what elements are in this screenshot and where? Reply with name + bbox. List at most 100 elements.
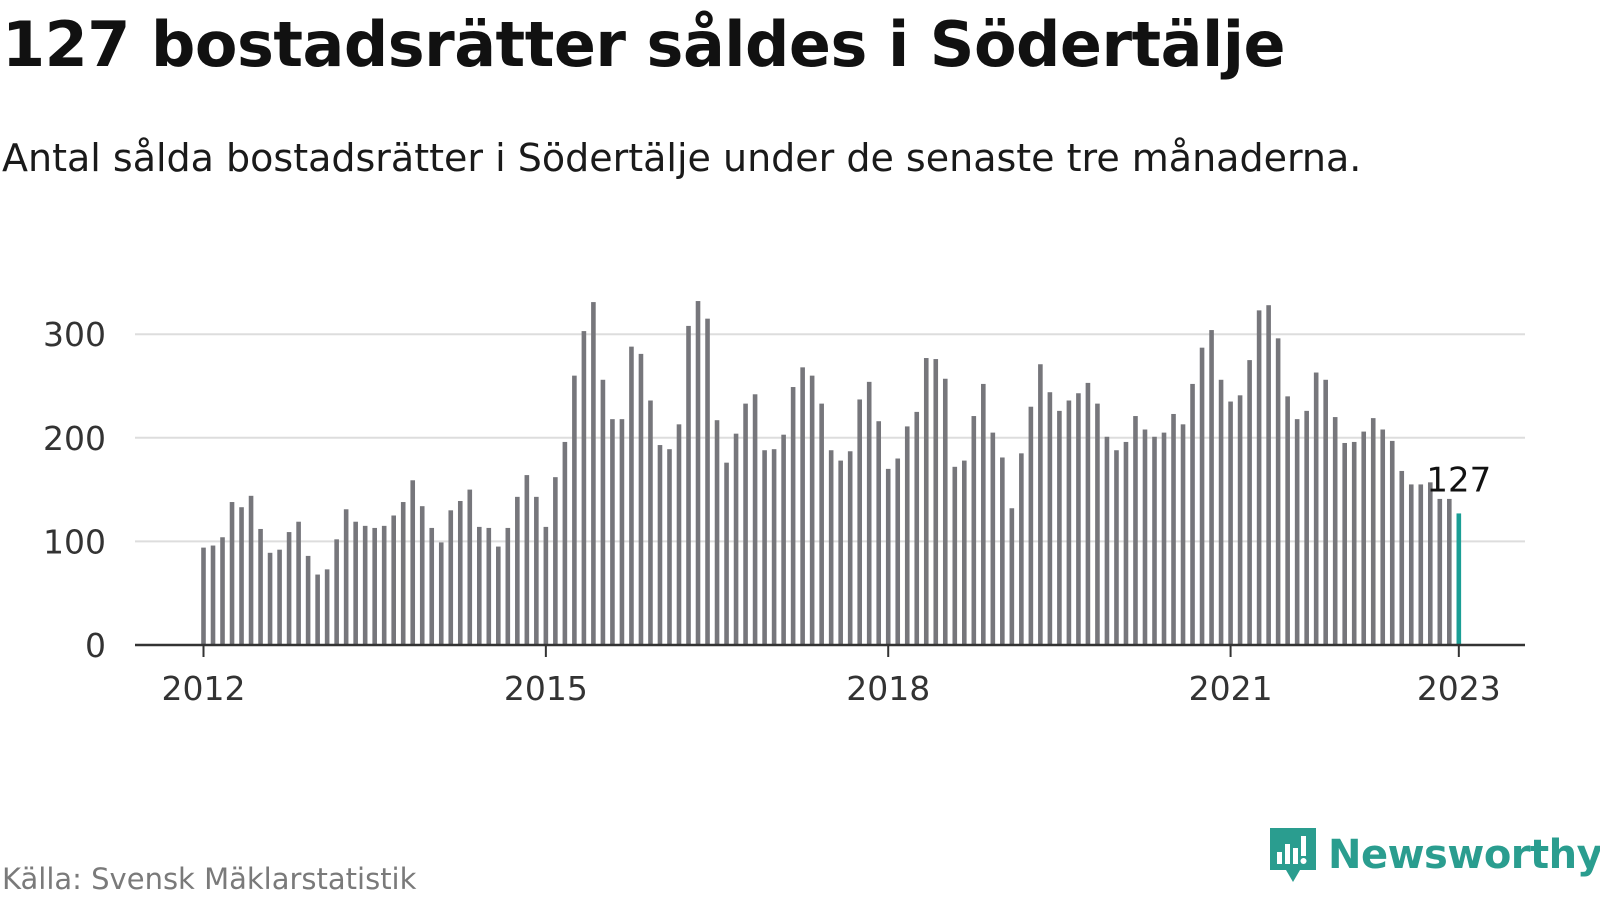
- bar: [743, 403, 748, 645]
- bar: [562, 441, 568, 645]
- x-tick-label: 2021: [1189, 669, 1273, 708]
- bar: [1028, 406, 1034, 645]
- x-tick-label: 2015: [504, 669, 588, 708]
- y-tick-label: 300: [43, 315, 106, 354]
- x-tick-label: 2012: [162, 669, 246, 708]
- bar: [733, 433, 739, 645]
- bar: [657, 445, 663, 645]
- bar: [1123, 441, 1129, 645]
- bar: [362, 525, 368, 645]
- bar-chart: 0 100 200 300 127 2012 2015 2018 2021 2023: [43, 301, 1525, 708]
- bar: [1190, 383, 1195, 645]
- bar: [1228, 401, 1233, 645]
- bar: [258, 528, 263, 645]
- bar: [201, 547, 206, 645]
- bar: [1057, 410, 1062, 645]
- bar: [1361, 431, 1367, 645]
- bar: [1104, 436, 1110, 645]
- bar: [838, 460, 843, 645]
- bar: [410, 480, 416, 645]
- bar: [638, 353, 644, 645]
- bar: [876, 421, 882, 645]
- bar: [724, 462, 729, 645]
- bar: [1209, 330, 1214, 645]
- bar: [1152, 436, 1157, 645]
- bar: [1047, 392, 1053, 645]
- bar: [381, 525, 387, 645]
- bar: [1038, 364, 1043, 645]
- bar: [315, 574, 320, 645]
- bar: [857, 399, 862, 645]
- bar: [1161, 432, 1167, 645]
- bar: [952, 466, 958, 645]
- bar: [923, 358, 929, 645]
- newsworthy-logo-icon: [1270, 828, 1316, 882]
- bar: [819, 403, 824, 645]
- bar: [534, 496, 539, 645]
- bar: [1418, 484, 1424, 645]
- bar: [1399, 470, 1405, 645]
- bar: [648, 400, 653, 645]
- bar: [553, 477, 558, 645]
- bar: [781, 434, 786, 645]
- bar: [610, 419, 615, 645]
- bar: [771, 449, 777, 645]
- bar: [885, 468, 891, 645]
- bar: [343, 509, 349, 645]
- bar: [1437, 498, 1443, 645]
- y-tick-label: 200: [43, 419, 106, 458]
- y-tick-label: 0: [85, 626, 106, 665]
- bar: [1389, 440, 1395, 645]
- bar: [1066, 400, 1072, 645]
- bar: [752, 394, 758, 645]
- x-tick-label: 2018: [846, 669, 930, 708]
- bar: [353, 521, 358, 645]
- bar: [220, 537, 225, 645]
- bar: [762, 450, 767, 645]
- bar: [1247, 360, 1252, 645]
- bar: [1427, 482, 1433, 645]
- bar: [1304, 410, 1309, 645]
- highlight-value-label: 127: [1426, 460, 1491, 500]
- bar: [942, 378, 948, 645]
- bar: [1447, 498, 1452, 645]
- bar: [1380, 429, 1386, 645]
- bar: [990, 432, 996, 645]
- x-tick-label: 2023: [1417, 669, 1501, 708]
- bar: [1095, 403, 1100, 645]
- bar: [239, 507, 244, 645]
- bar: [505, 527, 511, 645]
- bar: [1218, 379, 1224, 645]
- bar: [324, 569, 330, 645]
- bar: [1133, 416, 1138, 645]
- bar: [591, 302, 596, 645]
- bar: [267, 552, 273, 645]
- bar: [1000, 457, 1005, 645]
- chart-title: 127 bostadsrätter såldes i Södertälje: [2, 8, 1286, 81]
- bar: [1085, 382, 1091, 645]
- bar: [543, 526, 549, 645]
- chart-subtitle: Antal sålda bostadsrätter i Södertälje u…: [2, 136, 1362, 180]
- bar: [467, 489, 473, 645]
- bar: [914, 411, 920, 645]
- source-note: Källa: Svensk Mäklarstatistik: [2, 862, 417, 896]
- bar: [486, 527, 492, 645]
- bar: [438, 542, 444, 645]
- bar: [866, 381, 872, 645]
- bar: [600, 379, 606, 645]
- bar: [619, 419, 625, 645]
- bar: [1313, 372, 1319, 645]
- bar: [981, 383, 986, 645]
- bar: [305, 555, 311, 645]
- bar: [714, 420, 720, 645]
- bar: [1351, 441, 1357, 645]
- bar: [429, 527, 435, 645]
- bar: [1294, 419, 1300, 645]
- bar: [372, 527, 377, 645]
- bar: [1323, 379, 1328, 645]
- bar: [296, 521, 301, 645]
- bar: [904, 426, 910, 645]
- bar: [1199, 347, 1205, 645]
- bar: [667, 449, 672, 645]
- bar: [1342, 442, 1347, 645]
